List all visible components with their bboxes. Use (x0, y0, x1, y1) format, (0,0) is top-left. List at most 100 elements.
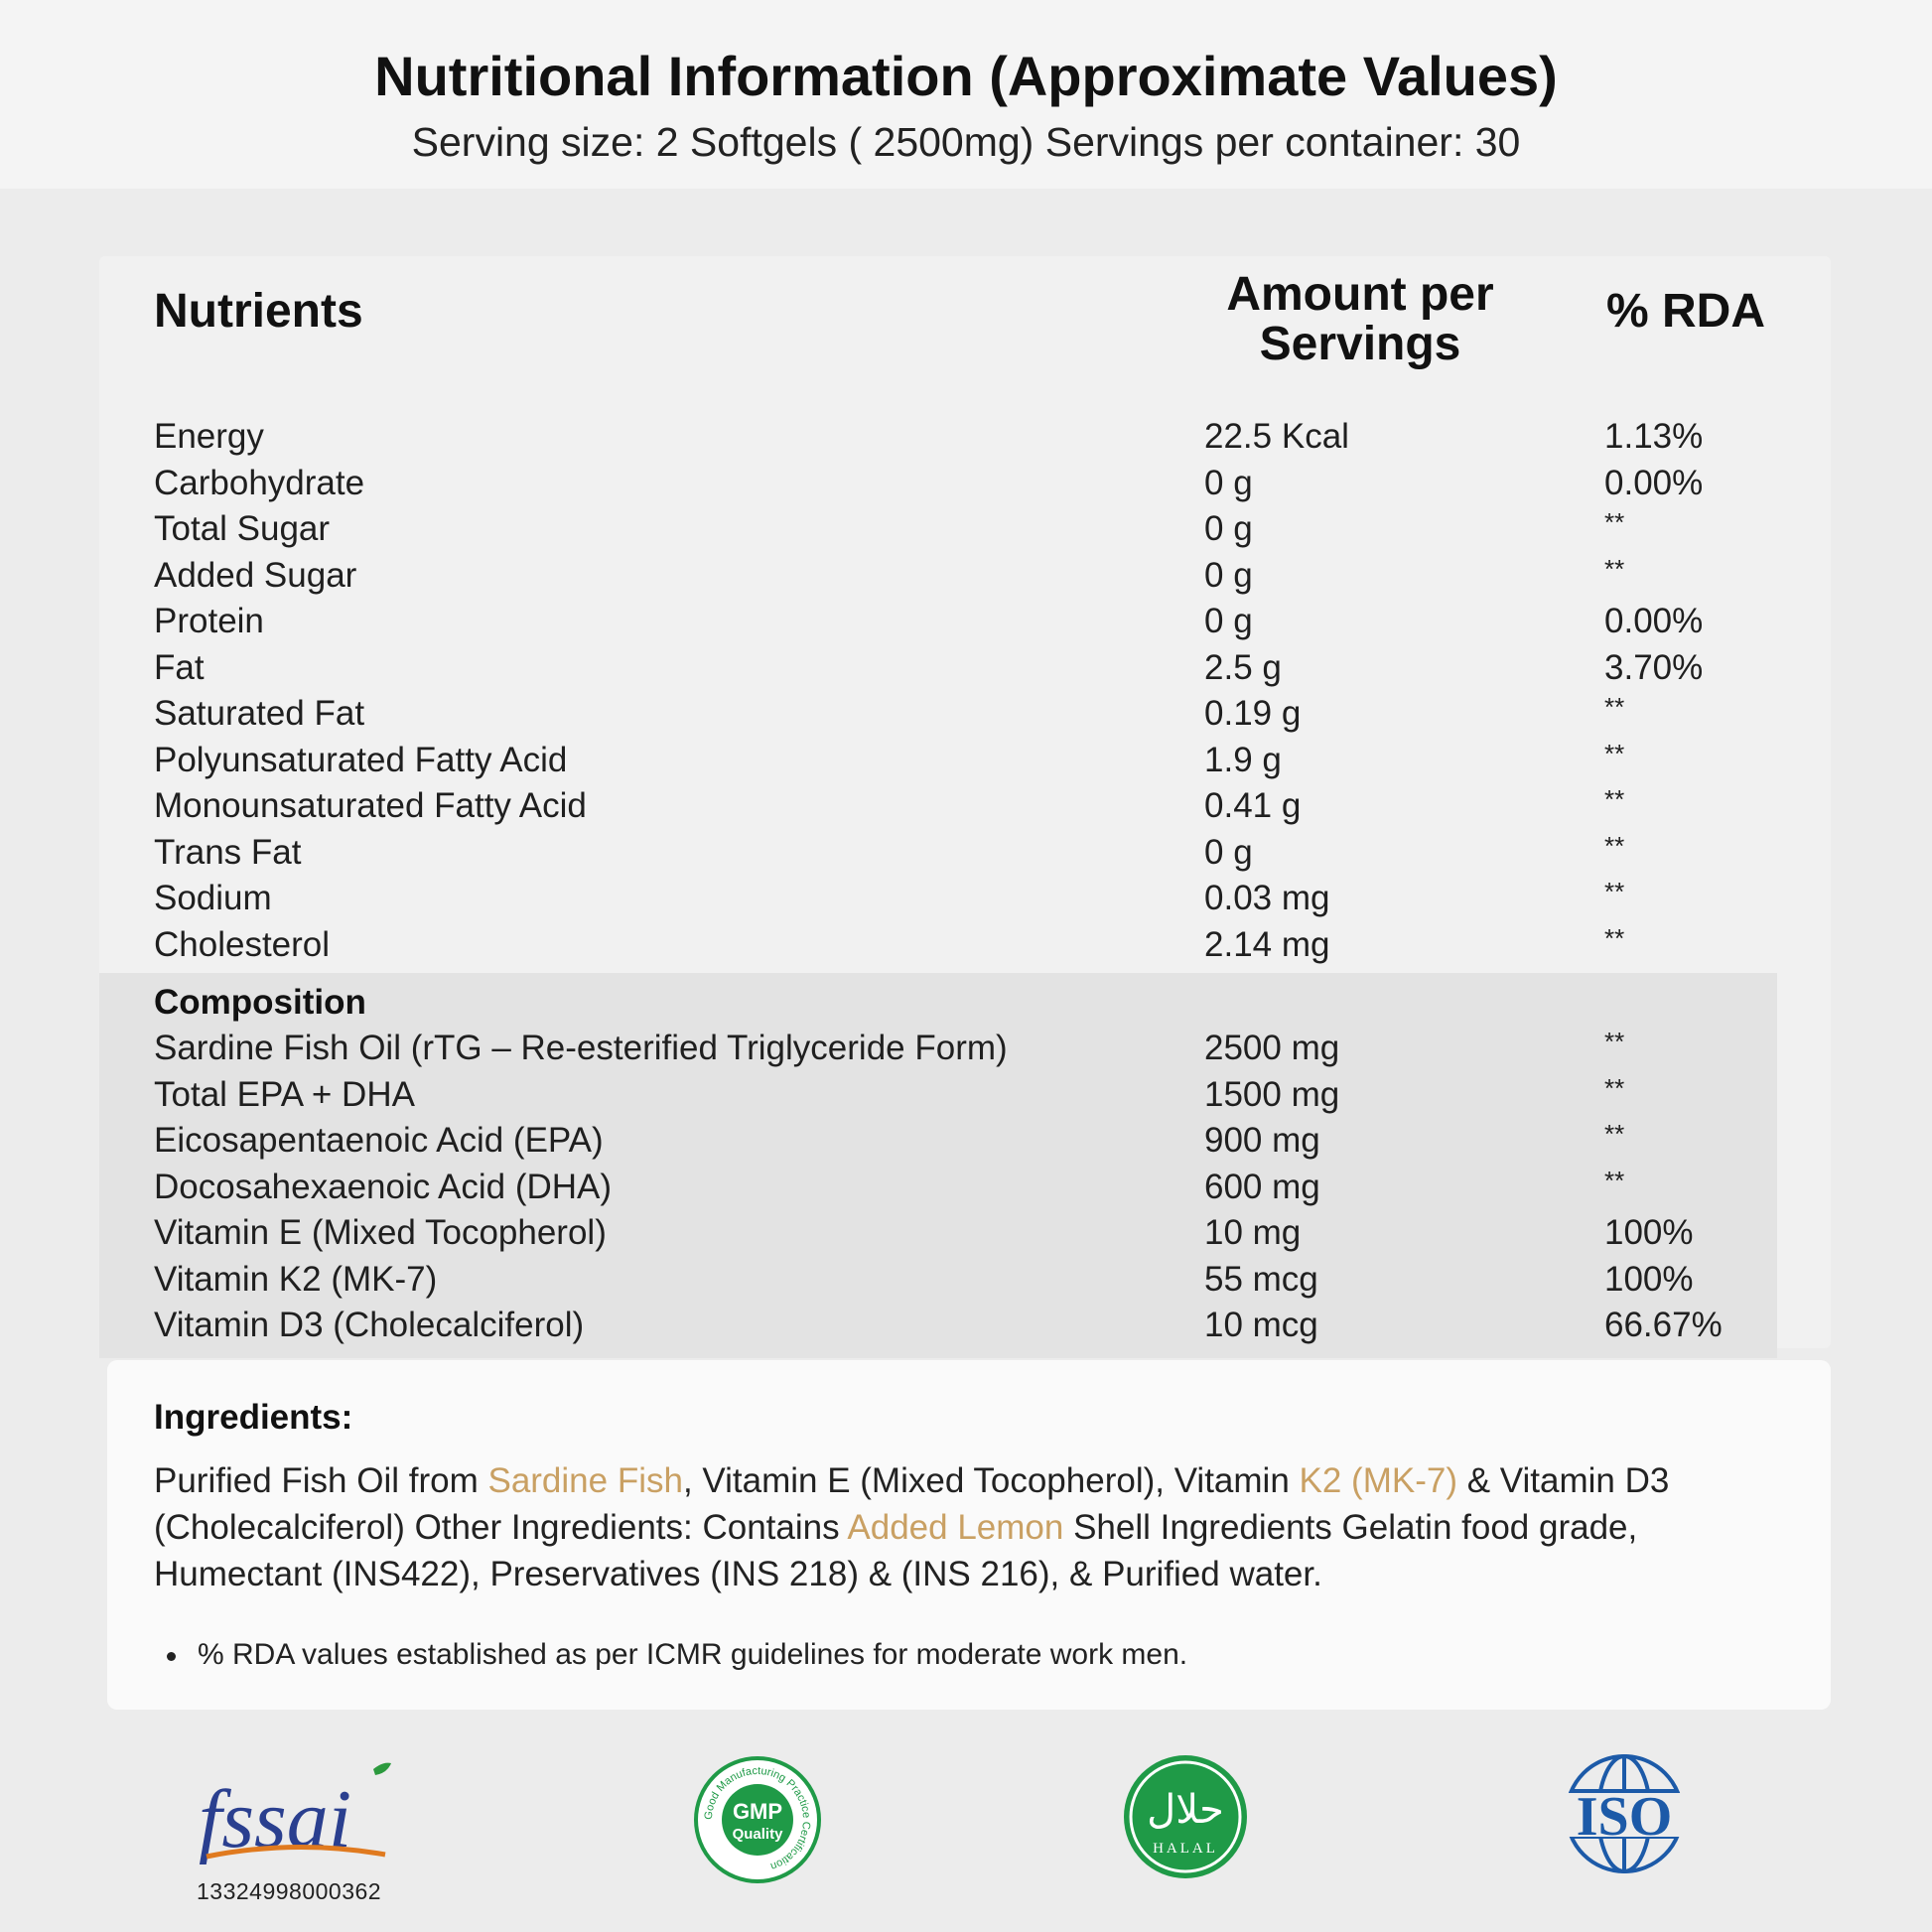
nutrient-rda: 1.13% (1604, 417, 1704, 456)
halal-arabic-text: حلال (1147, 1787, 1224, 1833)
gmp-quality-seal-icon: Good Manufacturing Practice Certificatio… (694, 1756, 821, 1883)
serving-info: Serving size: 2 Softgels ( 2500mg) Servi… (411, 119, 1521, 165)
ingredients-text-part: , Vitamin E (Mixed Tocopherol), Vitamin (682, 1461, 1300, 1500)
bullet-icon (167, 1651, 176, 1661)
nutrient-row: Sodium 0.03 mg ** (0, 877, 1932, 924)
nutrient-row: Carbohydrate 0 g 0.00% (0, 464, 1932, 509)
ingredients-highlight: Sardine Fish (487, 1461, 683, 1500)
composition-amount: 600 mg (1204, 1167, 1320, 1206)
composition-name: Sardine Fish Oil (rTG – Re-esterified Tr… (154, 1029, 1008, 1067)
composition-row: Eicosapentaenoic Acid (EPA) 900 mg ** (0, 1119, 1932, 1167)
nutrient-rda: ** (1604, 784, 1625, 814)
composition-rda: ** (1604, 1072, 1625, 1103)
nutrient-rda: 0.00% (1604, 602, 1704, 640)
composition-row: Sardine Fish Oil (rTG – Re-esterified Tr… (0, 1027, 1932, 1074)
composition-rda: ** (1604, 1119, 1625, 1149)
composition-name: Eicosapentaenoic Acid (EPA) (154, 1121, 604, 1160)
halal-seal-icon: حلال HALAL (1124, 1755, 1247, 1878)
nutrient-name: Monounsaturated Fatty Acid (154, 786, 587, 825)
composition-rda: ** (1604, 1165, 1625, 1195)
nutrient-name: Cholesterol (154, 924, 331, 964)
nutrient-rda: ** (1604, 692, 1625, 722)
composition-name: Vitamin E (Mixed Tocopherol) (154, 1213, 607, 1252)
composition-row: Total EPA + DHA 1500 mg ** (0, 1072, 1932, 1121)
ingredients-panel (107, 1360, 1831, 1710)
nutrient-rda: ** (1604, 553, 1625, 584)
nutrient-amount: 0.03 mg (1204, 879, 1330, 917)
composition-rda: 100% (1604, 1213, 1694, 1252)
composition-name: Total EPA + DHA (154, 1074, 415, 1114)
nutrient-row: Polyunsaturated Fatty Acid 1.9 g ** (0, 738, 1932, 786)
composition-amount: 900 mg (1204, 1121, 1320, 1160)
ingredients-highlight: Added Lemon (847, 1508, 1064, 1547)
nutrient-row: Total Sugar 0 g ** (0, 507, 1932, 555)
nutrient-amount: 0 g (1204, 509, 1253, 548)
iso-logo-icon: ISO (1546, 1754, 1703, 1873)
nutrient-amount: 1.9 g (1204, 740, 1282, 779)
nutrient-name: Polyunsaturated Fatty Acid (154, 740, 568, 779)
nutrient-name: Energy (154, 417, 264, 456)
nutrient-rda: ** (1604, 738, 1625, 768)
ingredients-text-part: & Vitamin D3 (Cholecalciferol) Other Ing… (154, 1461, 1670, 1547)
composition-amount: 55 mcg (1204, 1259, 1318, 1299)
nutrient-name: Saturated Fat (154, 694, 365, 733)
ingredients-text: Purified Fish Oil from Sardine Fish, Vit… (154, 1457, 1762, 1597)
iso-label: ISO (1577, 1786, 1673, 1848)
nutrient-rda: 3.70% (1604, 647, 1704, 687)
header-band (0, 0, 1932, 189)
column-header-amount-line2: Servings (1259, 318, 1461, 370)
composition-rda: 100% (1604, 1259, 1694, 1299)
nutrient-amount: 0 g (1204, 602, 1253, 640)
column-header-amount-line1: Amount per (1226, 268, 1494, 321)
nutrient-rda: ** (1604, 922, 1625, 953)
nutrient-rda: ** (1604, 877, 1625, 906)
composition-row: Vitamin K2 (MK-7) 55 mcg 100% (0, 1260, 1932, 1306)
gmp-quality-label: Quality (733, 1826, 784, 1843)
nutrient-row: Monounsaturated Fatty Acid 0.41 g ** (0, 784, 1932, 832)
fssai-license-number: 13324998000362 (197, 1878, 382, 1904)
nutrient-row: Fat 2.5 g 3.70% (0, 648, 1932, 694)
gmp-label: GMP (733, 1799, 782, 1824)
nutrient-amount: 0.41 g (1204, 786, 1302, 825)
nutrient-row: Trans Fat 0 g ** (0, 830, 1932, 879)
nutrient-name: Protein (154, 602, 264, 640)
composition-rda: 66.67% (1604, 1306, 1723, 1344)
nutrient-amount: 0 g (1204, 555, 1253, 595)
fssai-leaf-icon (373, 1762, 391, 1775)
nutrient-amount: 0.19 g (1204, 694, 1302, 733)
ingredients-title: Ingredients: (154, 1398, 353, 1437)
composition-amount: 1500 mg (1204, 1074, 1340, 1114)
composition-name: Vitamin K2 (MK-7) (154, 1259, 438, 1299)
composition-band (99, 973, 1777, 1358)
composition-row: Vitamin D3 (Cholecalciferol) 10 mcg 66.67% (0, 1306, 1932, 1351)
column-header-nutrients: Nutrients (154, 285, 363, 338)
nutrient-name: Carbohydrate (154, 463, 365, 502)
composition-amount: 10 mcg (1204, 1306, 1318, 1344)
halal-label: HALAL (1153, 1841, 1218, 1857)
nutrient-rda: ** (1604, 830, 1625, 861)
composition-amount: 2500 mg (1204, 1029, 1340, 1067)
composition-title: Composition (154, 983, 366, 1022)
nutrient-row: Protein 0 g 0.00% (0, 602, 1932, 647)
ingredients-text-part: Shell Ingredients Gelatin food grade, Hu… (154, 1508, 1638, 1593)
page-title: Nutritional Information (Approximate Val… (374, 45, 1558, 107)
fssai-swoosh-icon (206, 1845, 386, 1860)
nutrient-amount: 2.5 g (1204, 647, 1282, 687)
nutrient-rda: ** (1604, 507, 1625, 537)
nutrient-amount: 0 g (1204, 463, 1253, 502)
composition-name: Docosahexaenoic Acid (DHA) (154, 1167, 613, 1206)
nutrient-name: Added Sugar (154, 555, 357, 595)
rda-footnote: % RDA values established as per ICMR gui… (167, 1638, 1187, 1672)
nutrient-row: Added Sugar 0 g ** (0, 553, 1932, 602)
column-header-amount: Amount per Servings (1181, 270, 1539, 369)
composition-row: Docosahexaenoic Acid (DHA) 600 mg ** (0, 1165, 1932, 1213)
nutrient-amount: 0 g (1204, 832, 1253, 872)
composition-amount: 10 mg (1204, 1213, 1302, 1252)
nutrient-name: Fat (154, 647, 205, 687)
nutrient-amount: 2.14 mg (1204, 924, 1330, 964)
nutrient-amount: 22.5 Kcal (1204, 417, 1349, 456)
fssai-logo-icon: fssai (199, 1762, 391, 1865)
composition-row: Vitamin E (Mixed Tocopherol) 10 mg 100% (0, 1213, 1932, 1259)
ingredients-highlight: K2 (MK-7) (1299, 1461, 1457, 1500)
nutrient-name: Total Sugar (154, 509, 331, 548)
